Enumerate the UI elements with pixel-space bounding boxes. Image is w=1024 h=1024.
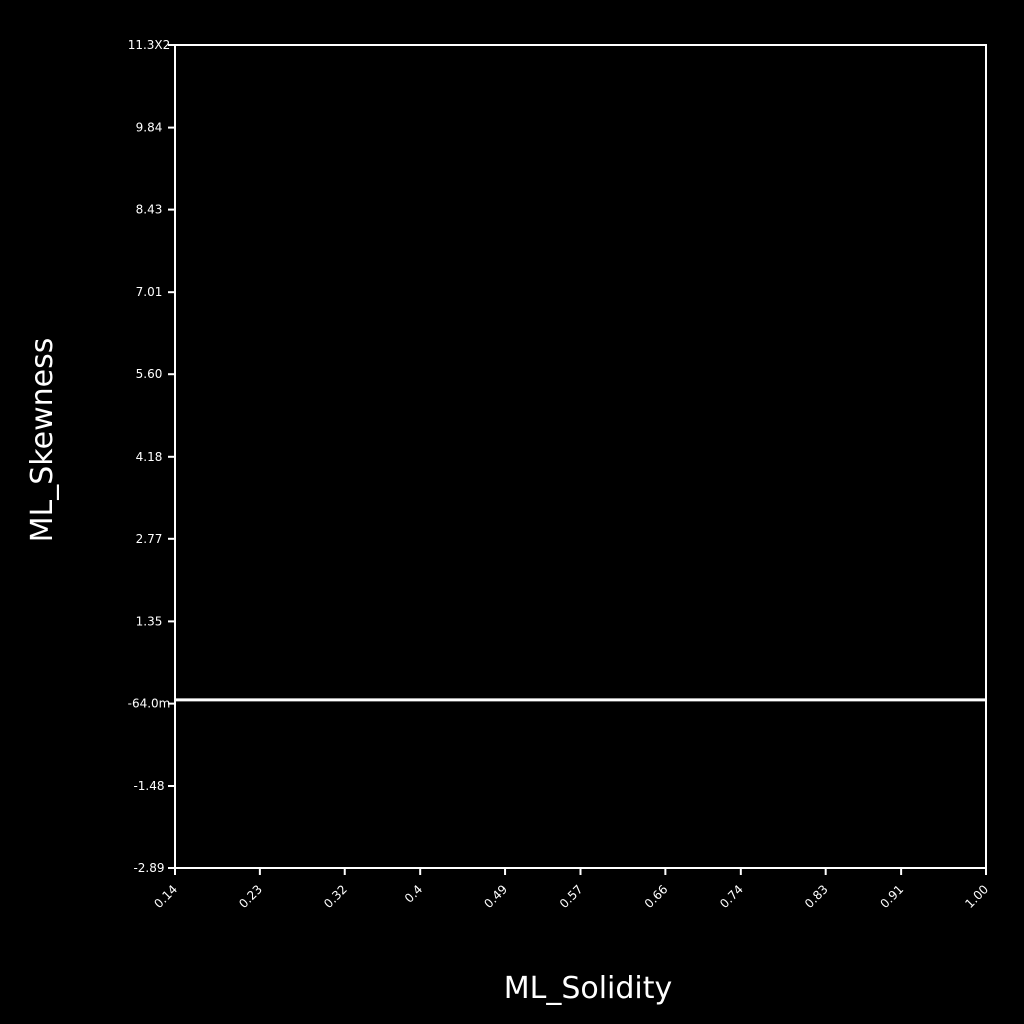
y-tick-label: 9.84 (136, 121, 163, 135)
y-tick-label: -2.89 (133, 861, 164, 875)
y-tick-label: 4.18 (136, 450, 163, 464)
y-tick-label: 8.43 (136, 203, 163, 217)
x-axis-label: ML_Solidity (504, 971, 673, 1006)
y-tick-label: -1.48 (133, 779, 164, 793)
plot-frame (174, 44, 987, 869)
y-tick-label: 1.35 (136, 614, 163, 628)
y-axis-label: ML_Skewness (25, 338, 60, 543)
y-tick-label: -64.0m (128, 697, 171, 711)
y-tick-label: 5.60 (136, 367, 163, 381)
y-tick-label: 11.3X2 (128, 38, 171, 52)
y-tick-label: 7.01 (136, 285, 163, 299)
y-tick-label: 2.77 (136, 532, 163, 546)
